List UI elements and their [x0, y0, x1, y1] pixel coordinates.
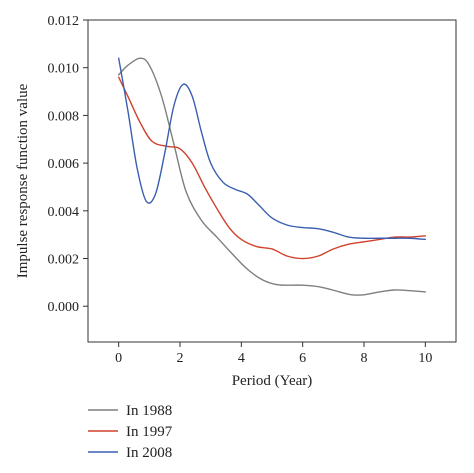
x-tick-label: 0 [115, 351, 122, 366]
y-tick-label: 0.004 [48, 205, 80, 220]
series-layer [117, 57, 427, 296]
y-tick-label: 0.006 [48, 157, 80, 172]
y-axis-ticks: 0.000 0.002 0.004 0.006 0.008 0.010 0.012 [48, 14, 88, 315]
series-line-in-2008 [117, 57, 427, 241]
x-tick-label: 2 [177, 351, 184, 366]
legend-label: In 1988 [126, 403, 172, 419]
x-tick-label: 6 [299, 351, 306, 366]
legend-label: In 2008 [126, 445, 172, 461]
y-tick-label: 0.000 [48, 300, 80, 315]
x-axis-ticks: 0 2 4 6 8 10 [115, 342, 432, 366]
plot-frame [87, 19, 457, 343]
series-line-in-1988 [117, 57, 427, 296]
y-tick-label: 0.010 [48, 62, 80, 77]
y-tick-label: 0.012 [48, 14, 80, 29]
y-axis-title: Impulse response function value [15, 83, 31, 278]
legend-label: In 1997 [126, 424, 173, 440]
x-tick-label: 10 [418, 351, 432, 366]
legend: In 1988 In 1997 In 2008 [88, 403, 173, 461]
x-tick-label: 4 [238, 351, 245, 366]
series-line-in-1997 [117, 76, 427, 260]
x-axis-title: Period (Year) [232, 373, 313, 389]
y-tick-label: 0.002 [48, 253, 80, 268]
x-tick-label: 8 [361, 351, 368, 366]
y-tick-label: 0.008 [48, 109, 80, 124]
